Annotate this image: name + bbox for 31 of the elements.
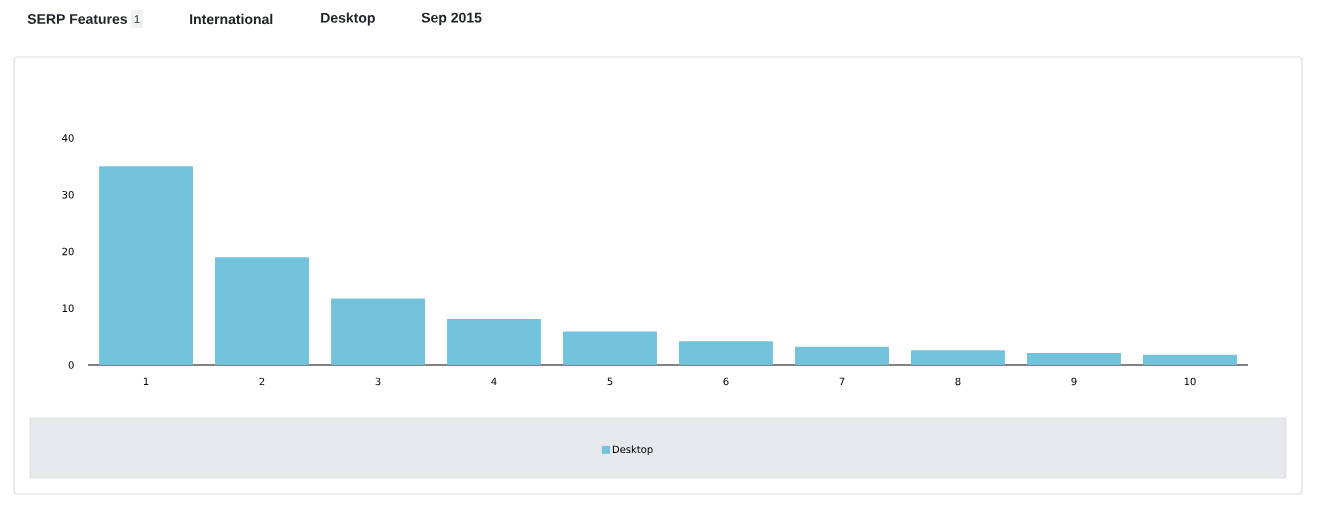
bar (447, 319, 541, 365)
x-tick-label: 8 (955, 377, 961, 386)
x-tick-label: 7 (839, 377, 845, 385)
text: 1 (134, 15, 140, 23)
y-tick-label: 20 (62, 247, 74, 256)
bar (215, 257, 309, 365)
text: Desktop (321, 12, 375, 26)
bar (679, 341, 773, 365)
x-tick-label: 1 (143, 377, 149, 385)
y-tick-label: 30 (62, 190, 74, 199)
x-tick-label: 2 (259, 377, 265, 386)
text: International (190, 13, 273, 25)
text: Sep 2015 (421, 12, 482, 26)
bar (1027, 353, 1121, 365)
bar (1142, 354, 1237, 365)
y-tick-label: 40 (62, 134, 74, 142)
bar (795, 346, 889, 365)
x-tick-label: 9 (1071, 377, 1077, 386)
bar (563, 331, 657, 365)
text: SERP Features (27, 14, 127, 24)
bar (99, 166, 193, 365)
legend-label: Desktop (612, 445, 653, 456)
x-tick-label: 10 (1184, 377, 1196, 386)
x-tick-label: 5 (607, 377, 613, 386)
y-tick-label: 0 (68, 361, 74, 369)
x-tick-label: 4 (491, 377, 497, 385)
bar (331, 298, 425, 365)
x-tick-label: 3 (375, 377, 381, 386)
bar (911, 350, 1005, 365)
x-tick-label: 6 (723, 377, 729, 386)
y-tick-label: 10 (62, 304, 74, 313)
